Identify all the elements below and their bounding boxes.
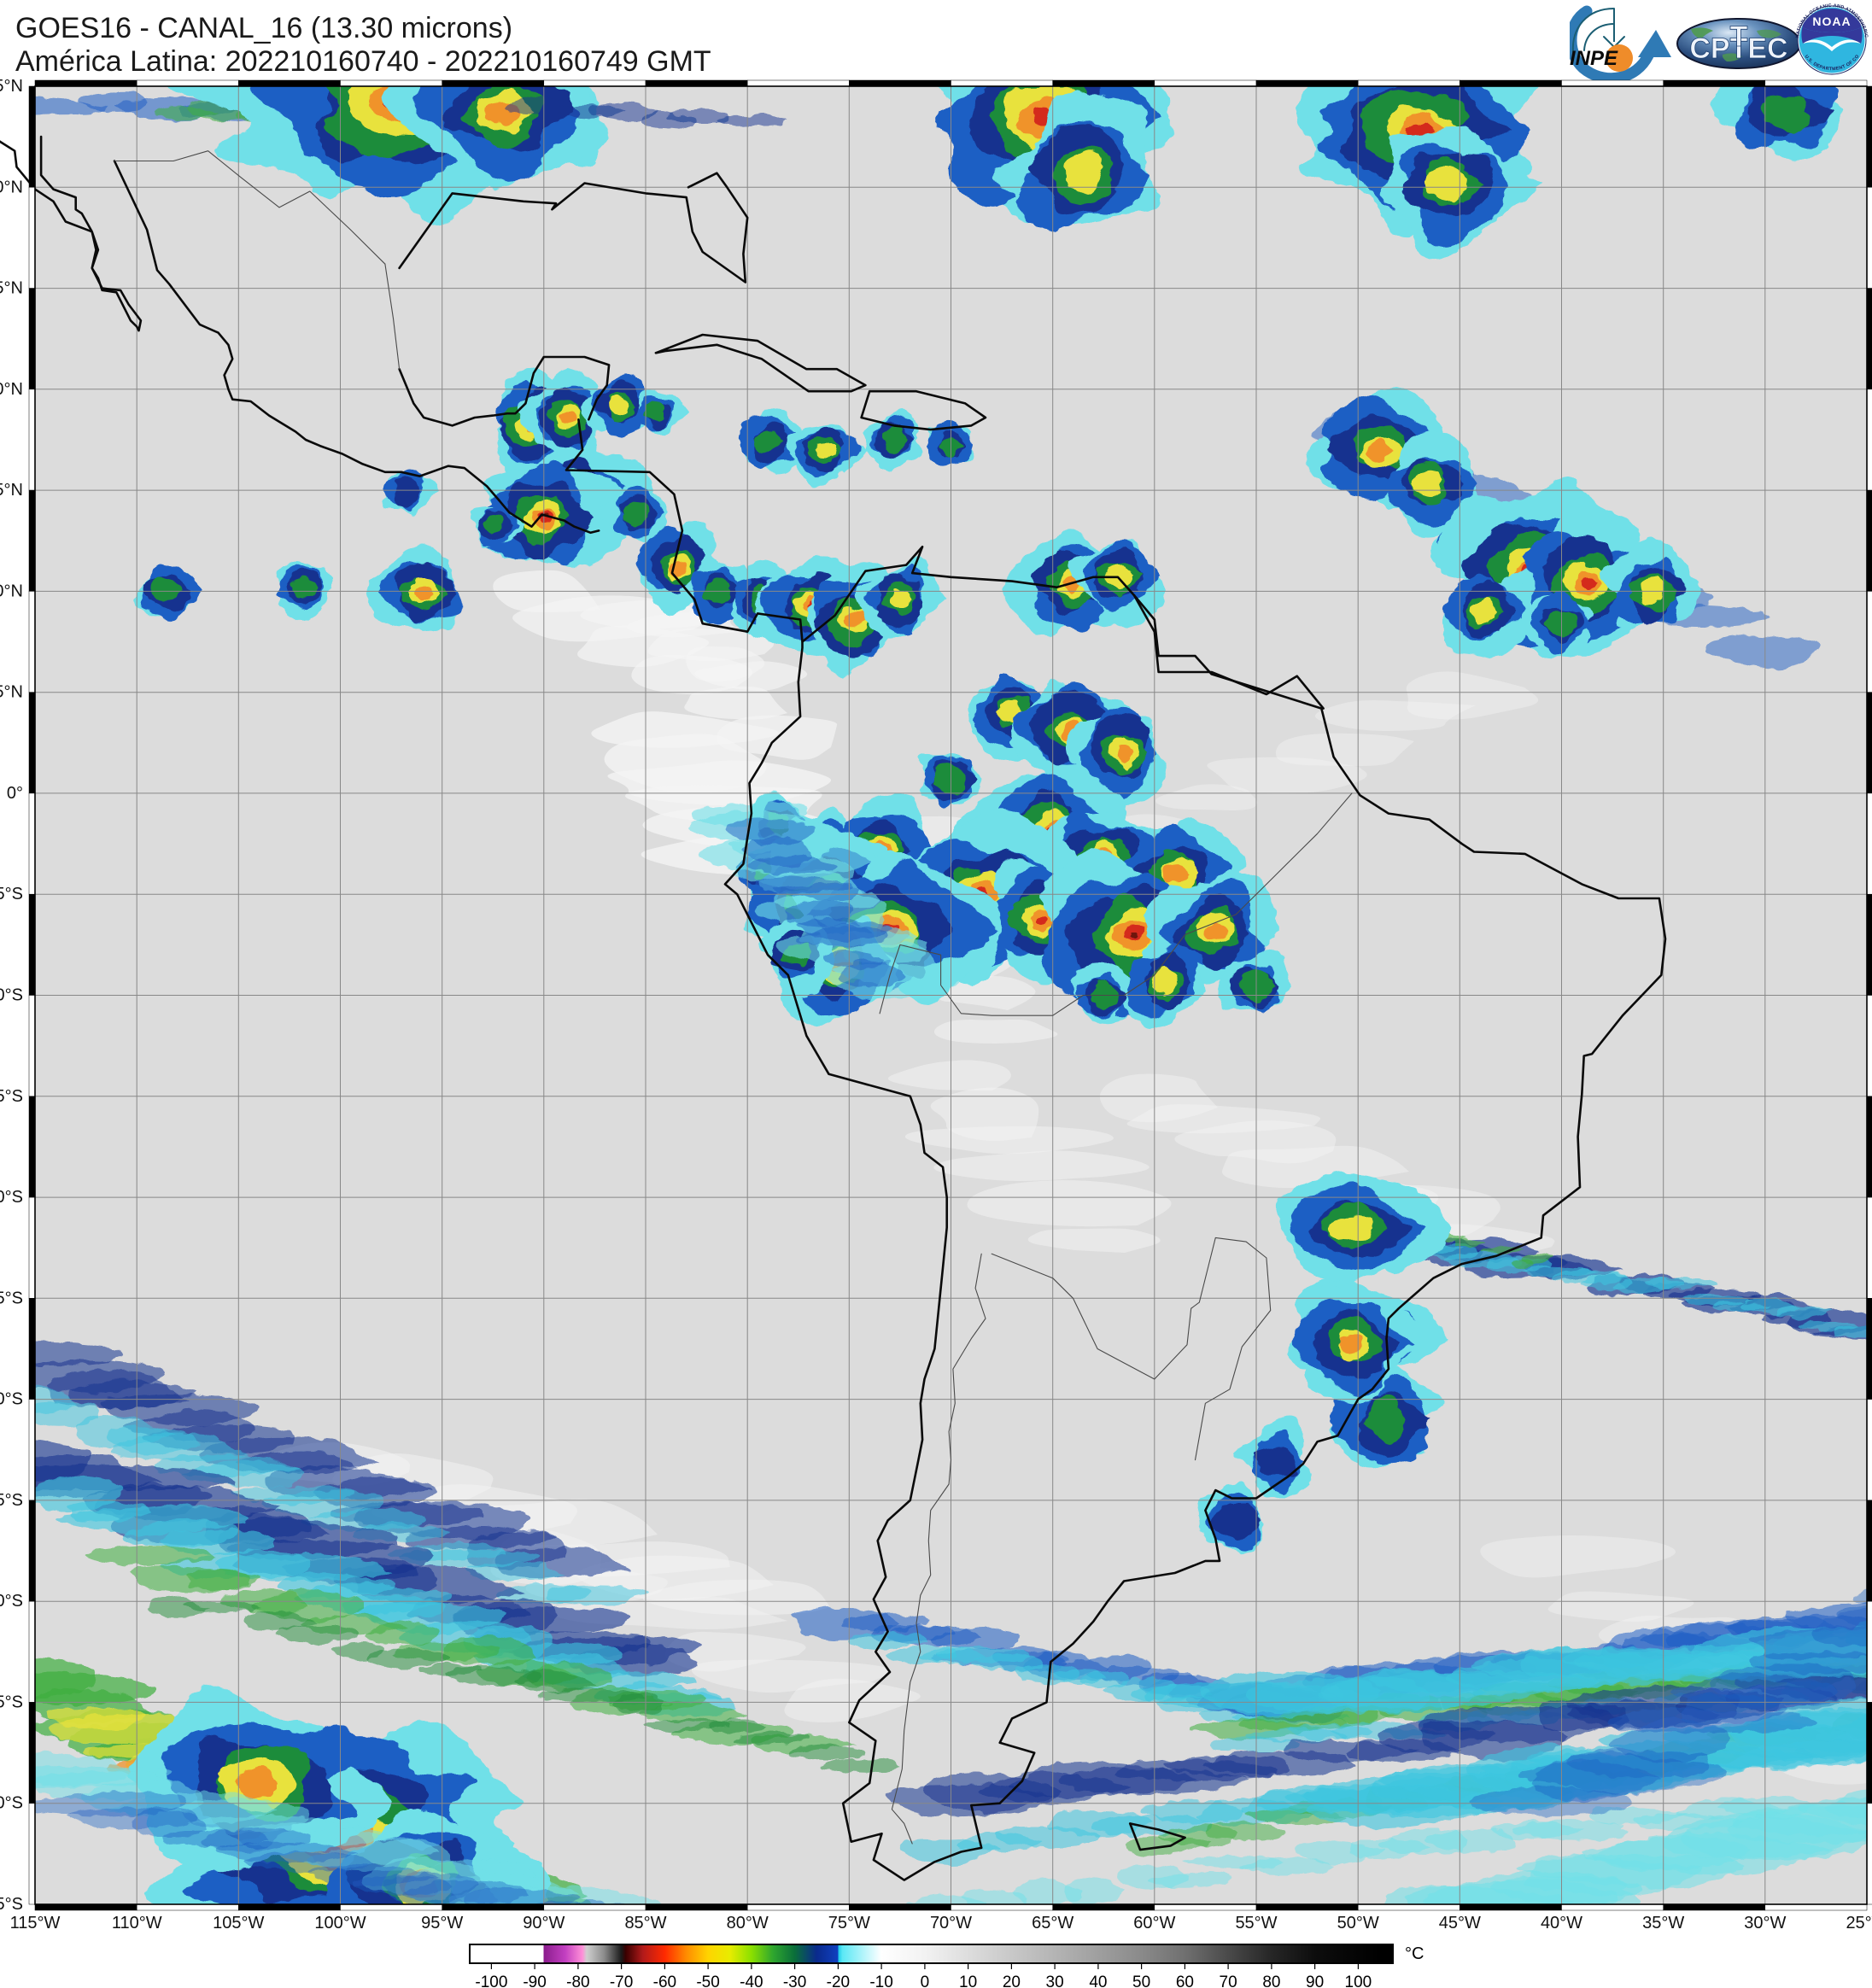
svg-text:30: 30 [1046,1973,1064,1988]
svg-text:°C: °C [1405,1944,1424,1963]
svg-text:-60: -60 [653,1973,676,1988]
svg-text:-20: -20 [827,1973,850,1988]
svg-text:100: 100 [1345,1973,1372,1988]
svg-text:-30: -30 [783,1973,806,1988]
svg-text:60: 60 [1176,1973,1194,1988]
svg-text:80: 80 [1262,1973,1280,1988]
svg-text:-40: -40 [740,1973,763,1988]
svg-text:-90: -90 [523,1973,546,1988]
svg-text:10: 10 [959,1973,977,1988]
svg-text:40: 40 [1089,1973,1107,1988]
svg-text:70: 70 [1220,1973,1237,1988]
svg-text:-70: -70 [610,1973,633,1988]
svg-text:-50: -50 [696,1973,719,1988]
svg-text:50: 50 [1132,1973,1150,1988]
svg-text:20: 20 [1003,1973,1021,1988]
svg-text:0: 0 [921,1973,930,1988]
svg-text:-100: -100 [475,1973,507,1988]
svg-text:-80: -80 [566,1973,589,1988]
svg-text:90: 90 [1306,1973,1324,1988]
svg-text:-10: -10 [869,1973,892,1988]
